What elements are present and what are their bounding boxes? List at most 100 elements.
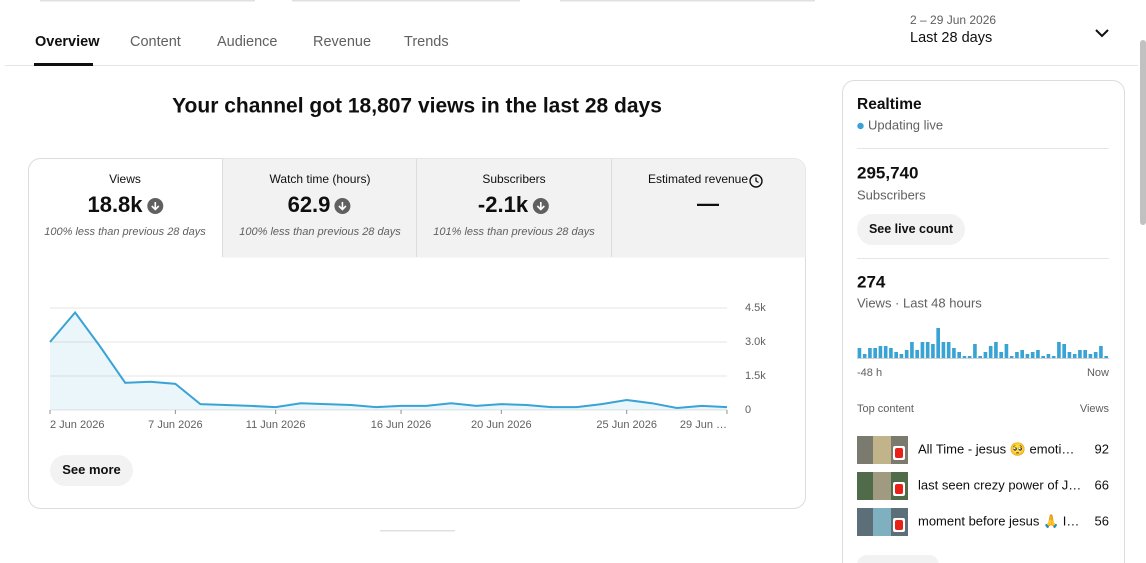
x-tick-label: 16 Jun 2026 <box>371 419 432 431</box>
button-label: See live count <box>869 222 954 236</box>
down-icon <box>532 198 549 214</box>
bar <box>957 352 961 358</box>
scrollbar-thumb[interactable] <box>1140 40 1146 225</box>
x-tick-label: 29 Jun … <box>680 419 727 431</box>
button-bg <box>857 214 965 245</box>
bar <box>1083 350 1087 358</box>
bar <box>1067 352 1072 358</box>
live-dot <box>857 122 864 130</box>
bar <box>1004 344 1009 358</box>
metric-tab[interactable]: Views 18.8k 100% less than previous 28 d… <box>44 172 206 238</box>
metric-tab[interactable]: Watch time (hours) 62.9 100% less than p… <box>239 172 401 238</box>
see-more-button[interactable]: See more <box>50 455 133 486</box>
metric-tab[interactable]: Subscribers -2.1k 101% less than previou… <box>433 172 595 238</box>
pager <box>380 530 455 532</box>
x-tick-label: 7 Jun 2026 <box>148 419 202 431</box>
live-count-button[interactable]: See live count <box>857 214 965 245</box>
tab[interactable]: Audience <box>217 34 277 50</box>
x-tick-label: Now <box>1087 367 1109 379</box>
metric-value: -2.1k <box>478 192 529 217</box>
x-tick-label: 25 Jun 2026 <box>596 419 657 431</box>
top-edge <box>292 0 520 2</box>
clock-icon <box>749 174 763 188</box>
bar <box>1020 350 1024 358</box>
top-content-label: Top content <box>857 403 914 415</box>
x-tick-label: 20 Jun 2026 <box>471 419 532 431</box>
metric-value: 18.8k <box>87 192 143 217</box>
realtime-title: Realtime <box>857 96 922 113</box>
metric-tab[interactable]: Estimated revenue — <box>648 172 763 216</box>
bar <box>936 328 940 358</box>
bar <box>946 342 951 358</box>
bar <box>1088 354 1093 358</box>
area <box>50 312 727 410</box>
bar <box>920 342 925 358</box>
bar <box>1046 354 1051 358</box>
bar <box>1009 356 1014 358</box>
bar <box>899 354 904 358</box>
bar <box>1015 352 1019 358</box>
metric-label: Watch time (hours) <box>270 172 371 186</box>
tab[interactable]: Overview <box>35 34 100 50</box>
button-bg <box>50 455 133 486</box>
bar <box>868 348 872 358</box>
y-tick-label: 4.5k <box>745 302 766 314</box>
video-views: 92 <box>1095 441 1109 456</box>
bar <box>878 346 883 358</box>
bar <box>988 346 993 358</box>
bar <box>904 350 909 358</box>
bar <box>1041 356 1045 358</box>
bar <box>889 348 893 358</box>
bar <box>883 346 888 358</box>
video-title: last seen crezy power of J… <box>918 477 1081 492</box>
bar <box>978 356 982 358</box>
realtime-chart: -48 h Now <box>857 328 1109 379</box>
bar <box>1036 350 1040 358</box>
bar <box>999 352 1003 358</box>
thumbnail <box>857 436 908 464</box>
date-selector[interactable]: 2 – 29 Jun 2026 Last 28 days <box>910 13 1109 46</box>
top-content-item[interactable]: moment before jesus 🙏 I… 56 <box>857 508 1109 536</box>
button-label: See more <box>62 462 121 477</box>
video-title: All Time - jesus 🥺 emoti… <box>918 441 1074 456</box>
top-edge <box>560 0 815 2</box>
video-title: moment before jesus 🙏 I… <box>918 513 1079 528</box>
tab[interactable]: Content <box>130 34 181 50</box>
subscriber-count: 295,740 <box>857 163 918 182</box>
video-views: 66 <box>1095 477 1109 492</box>
metric-note: 101% less than previous 28 days <box>433 226 595 238</box>
bar <box>1025 354 1030 358</box>
tab[interactable]: Revenue <box>313 34 371 50</box>
tab[interactable]: Trends <box>404 34 449 50</box>
top-content-item[interactable]: last seen crezy power of J… 66 <box>857 472 1109 500</box>
video-views: 56 <box>1095 513 1109 528</box>
metric-note: 100% less than previous 28 days <box>239 226 401 238</box>
down-icon <box>147 198 164 214</box>
top-content-item[interactable]: All Time - jesus 🥺 emoti… 92 <box>857 436 1109 464</box>
live-status: Updating live <box>868 117 943 132</box>
bar <box>894 352 898 358</box>
bar <box>983 352 988 358</box>
top-edge <box>40 0 255 2</box>
bar <box>1062 344 1066 358</box>
metric-note: 100% less than previous 28 days <box>44 226 206 238</box>
bar <box>857 348 862 358</box>
bar <box>941 342 946 358</box>
metric-tabs-bg <box>222 158 806 258</box>
bar <box>862 354 867 358</box>
realtime-views: 274 <box>857 272 886 291</box>
bar <box>1072 354 1077 358</box>
bar <box>952 348 956 358</box>
partial-button[interactable] <box>857 555 939 563</box>
bar <box>1093 352 1098 358</box>
x-tick-label: -48 h <box>857 367 882 379</box>
y-tick-label: 3.0k <box>745 336 766 348</box>
views-chart: 0 1.5k 3.0k 4.5k 2 Jun 2026 7 Jun 2026 11 Jun … <box>49 302 766 431</box>
metric-value: — <box>697 191 719 216</box>
thumbnail <box>857 508 908 536</box>
metric-value: 62.9 <box>288 192 331 217</box>
bar <box>973 344 977 358</box>
metric-label: Subscribers <box>482 172 545 186</box>
